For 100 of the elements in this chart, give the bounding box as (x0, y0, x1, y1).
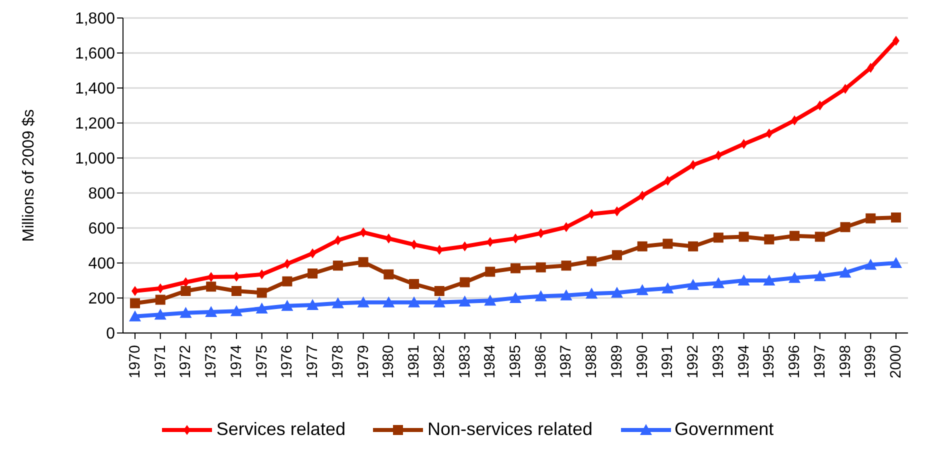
x-tick-label: 1999 (862, 345, 880, 378)
point (662, 238, 673, 249)
point (816, 100, 824, 110)
point (867, 62, 874, 73)
point (130, 298, 140, 308)
y-tick-label: 1,000 (74, 150, 116, 168)
point (738, 232, 749, 242)
x-tick-label: 1983 (456, 345, 474, 378)
x-tick-label: 1974 (228, 345, 245, 378)
y-tick-label: 1,600 (74, 46, 116, 63)
point (586, 288, 598, 299)
x-tick-label: 1980 (380, 345, 398, 378)
point (588, 209, 596, 219)
point (231, 286, 242, 296)
point (433, 296, 446, 308)
point (790, 230, 800, 241)
point (460, 277, 470, 288)
x-tick-label: 1977 (304, 345, 322, 378)
point (180, 286, 191, 296)
y-tick-label: 1,400 (74, 80, 116, 98)
x-tick-label: 1995 (760, 345, 778, 378)
x-tick-label: 1997 (811, 345, 828, 378)
point (612, 250, 622, 260)
point (636, 284, 648, 296)
y-tick-label: 800 (88, 186, 116, 203)
point (866, 213, 876, 224)
point (156, 283, 164, 294)
point (410, 240, 418, 250)
x-tick-label: 1970 (126, 345, 144, 378)
point (485, 266, 496, 277)
point (180, 306, 192, 318)
point (385, 234, 392, 244)
legend-label: Government (674, 419, 774, 440)
point (561, 260, 572, 271)
point (637, 241, 648, 252)
x-tick-label: 1989 (608, 345, 626, 378)
x-tick-label: 1996 (786, 345, 804, 378)
point (536, 262, 546, 272)
x-tick-label: 1976 (278, 345, 296, 378)
legend-label: Non-services related (427, 419, 593, 440)
point (814, 232, 825, 242)
point (132, 286, 138, 296)
point (332, 260, 343, 271)
point (284, 258, 291, 269)
point (510, 292, 522, 303)
point (690, 160, 697, 170)
point (763, 274, 776, 286)
x-tick-label: 1975 (253, 345, 270, 378)
point (562, 222, 570, 232)
point (687, 278, 700, 290)
point (713, 232, 724, 243)
point (890, 257, 902, 268)
point (788, 272, 801, 283)
point (382, 296, 395, 308)
point (712, 277, 724, 288)
x-tick-label: 2000 (888, 345, 904, 378)
point (434, 286, 444, 296)
point (688, 241, 698, 252)
x-tick-label: 1972 (177, 345, 194, 378)
point (510, 263, 520, 274)
point (891, 212, 901, 222)
x-tick-label: 1984 (482, 345, 499, 378)
x-tick-label: 1993 (710, 345, 727, 378)
point (791, 115, 798, 126)
point (764, 234, 774, 244)
point (458, 296, 471, 306)
point (282, 276, 292, 286)
point (486, 237, 494, 247)
point (512, 234, 519, 244)
point (814, 270, 826, 282)
point (610, 286, 623, 298)
x-tick-label: 1981 (406, 345, 423, 378)
y-tick-label: 400 (88, 256, 116, 273)
x-tick-label: 1979 (354, 345, 372, 378)
point (740, 139, 748, 149)
point (308, 268, 318, 278)
point (281, 300, 294, 311)
point (206, 282, 216, 292)
point (766, 128, 773, 138)
x-tick-label: 1992 (684, 345, 702, 378)
point (384, 269, 394, 280)
point (357, 296, 370, 308)
x-tick-label: 1994 (735, 345, 752, 378)
point (409, 279, 420, 289)
y-tick-label: 1,200 (74, 116, 116, 133)
point (534, 290, 547, 302)
point (638, 190, 646, 201)
point (714, 150, 722, 160)
point (129, 310, 141, 322)
y-tick-label: 1,800 (74, 10, 116, 28)
point (334, 235, 342, 246)
x-tick-label: 1991 (659, 345, 676, 378)
y-tick-label: 0 (106, 326, 116, 343)
point (842, 84, 849, 94)
point (155, 294, 166, 305)
point (613, 206, 620, 216)
point (664, 176, 672, 186)
point (360, 227, 367, 238)
point (358, 257, 368, 268)
point (537, 228, 544, 238)
